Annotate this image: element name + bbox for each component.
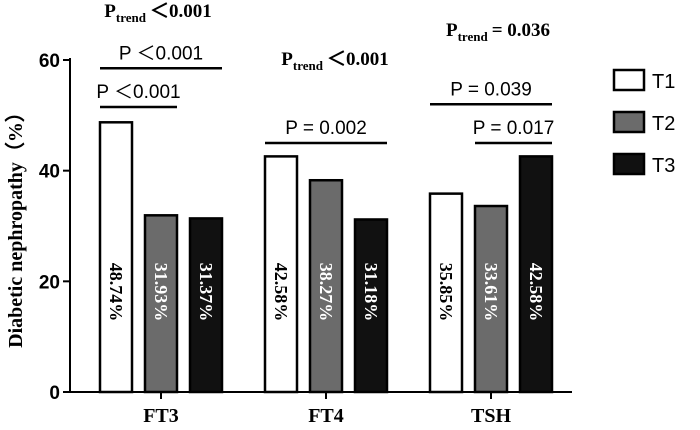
y-tick-label: 60 xyxy=(39,51,60,72)
bar-value-label: 42.58% xyxy=(271,263,291,322)
bar-value-label: 31.37% xyxy=(196,263,216,322)
legend-label: T1 xyxy=(652,71,675,93)
legend-label: T3 xyxy=(652,155,675,177)
y-axis-label: Diabetic nephropathy（%） xyxy=(4,102,27,348)
comparison-p-value: P = 0.002 xyxy=(285,118,367,139)
legend-swatch xyxy=(612,68,646,92)
bar-value-label: 35.85% xyxy=(436,263,456,322)
y-axis: 0 20 40 60 xyxy=(39,51,71,404)
bar-value-label: 38.27% xyxy=(316,263,336,322)
legend-label: T2 xyxy=(652,113,675,135)
p-trend-label: Ptrend = 0.036 xyxy=(446,20,550,44)
comparison-brackets: P ＜0.001 P ＜0.001 P = 0.002 P = 0.039 P = 0.… xyxy=(96,43,555,145)
p-trend-label: Ptrend ＜0.001 xyxy=(281,49,388,73)
bar xyxy=(188,217,224,394)
comparison-p-value: P ＜0.001 xyxy=(96,82,180,103)
p-trend-value: ＜0.001 xyxy=(327,49,389,70)
y-tick-label: 40 xyxy=(39,162,60,183)
x-category-label: FT3 xyxy=(143,405,179,427)
p-trend-value: = 0.036 xyxy=(492,20,550,41)
bar xyxy=(263,155,299,394)
legend: T1 T2 T3 xyxy=(612,68,675,177)
p-trend-subscript: trend xyxy=(458,29,489,44)
y-tick-label: 20 xyxy=(39,272,60,293)
bars: 48.74% 42.58% 35.85% 31.93% 38.27% 33.61% 31.3… xyxy=(98,121,554,394)
bar xyxy=(143,214,179,394)
p-trend-subscript: trend xyxy=(293,58,324,73)
p-trend-value: ＜0.001 xyxy=(150,1,212,22)
comparison-p-value: P ＜0.001 xyxy=(119,43,203,64)
bar xyxy=(308,178,344,394)
bar xyxy=(353,218,389,394)
bar xyxy=(473,204,509,394)
x-category-label: FT4 xyxy=(308,405,344,427)
legend-swatch xyxy=(612,110,646,134)
p-trend-prefix: P xyxy=(281,49,293,70)
bar xyxy=(98,121,134,394)
bar-value-label: 31.93% xyxy=(151,263,171,322)
bar-value-label: 31.18% xyxy=(361,263,381,322)
bar-value-label: 48.74% xyxy=(106,263,126,322)
p-trend-subscript: trend xyxy=(116,10,147,25)
comparison-p-value: P = 0.039 xyxy=(450,79,532,100)
bar-value-label: 42.58% xyxy=(526,263,546,322)
x-axis: FT3 FT4 TSH xyxy=(70,391,572,427)
bar-value-label: 33.61% xyxy=(481,263,501,322)
bar xyxy=(518,155,554,394)
y-tick-label: 0 xyxy=(49,383,60,404)
legend-swatch xyxy=(612,152,646,176)
p-trend-prefix: P xyxy=(446,20,458,41)
x-category-label: TSH xyxy=(471,405,511,427)
p-trend-prefix: P xyxy=(104,1,116,22)
p-trend-label: Ptrend ＜0.001 xyxy=(104,1,211,25)
comparison-p-value: P = 0.017 xyxy=(473,118,555,139)
